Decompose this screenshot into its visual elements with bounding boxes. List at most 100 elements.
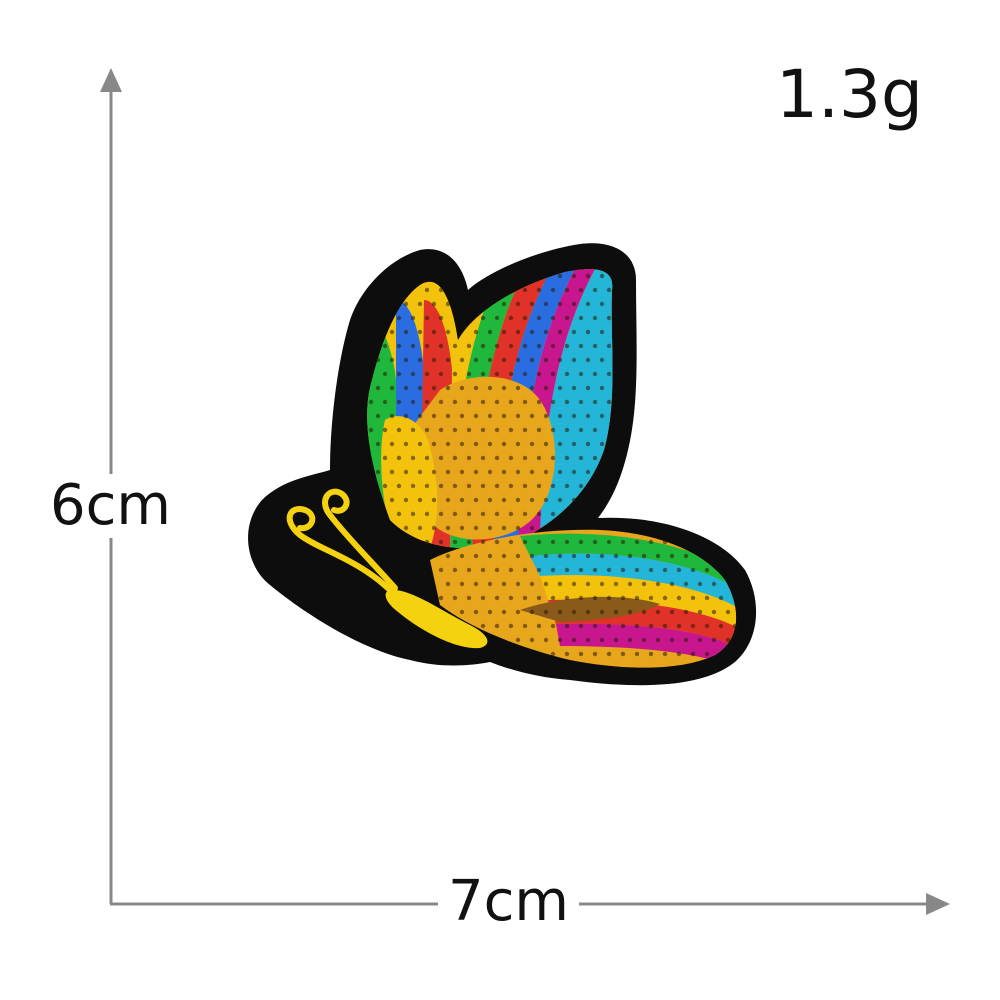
sequin-hole — [508, 343, 514, 349]
sequin-hole — [494, 567, 500, 573]
sequin-hole — [438, 511, 444, 517]
sequin-hole — [550, 343, 556, 349]
sequin-hole — [515, 525, 521, 531]
sequin-hole — [473, 525, 479, 531]
sequin-hole — [501, 525, 507, 531]
sequin-hole — [592, 427, 598, 433]
sequin-hole — [550, 371, 556, 377]
butterfly-antenna — [322, 488, 398, 591]
sequin-hole — [543, 385, 549, 391]
sequin-hole — [529, 553, 535, 559]
sequin-hole — [515, 413, 521, 419]
sequin-hole — [564, 371, 570, 377]
sequin-hole — [375, 469, 381, 475]
sequin-hole — [599, 357, 605, 363]
sequin-hole — [578, 455, 584, 461]
sequin-hole — [508, 483, 514, 489]
sequin-hole — [417, 469, 423, 475]
width-label: 7cm — [438, 872, 579, 932]
sequin-hole — [515, 497, 521, 503]
sequin-hole — [459, 497, 465, 503]
sequin-hole — [627, 637, 633, 643]
sequin-hole — [473, 413, 479, 419]
sequin-hole — [578, 315, 584, 321]
sequin-hole — [445, 441, 451, 447]
sequin-hole — [557, 413, 563, 419]
sequin-hole — [564, 315, 570, 321]
sequin-hole — [550, 399, 556, 405]
sequin-hole — [480, 511, 486, 517]
sequin-hole — [669, 581, 675, 587]
sequin-hole — [403, 385, 409, 391]
sequin-hole — [459, 357, 465, 363]
sequin-hole — [641, 553, 647, 559]
sequin-hole — [445, 497, 451, 503]
sequin-hole — [396, 315, 402, 321]
sequin-hole — [522, 455, 528, 461]
sequin-hole — [571, 357, 577, 363]
sequin-hole — [473, 553, 479, 559]
sequin-hole — [466, 511, 472, 517]
sequin-hole — [641, 637, 647, 643]
sequin-hole — [536, 399, 542, 405]
sequin-hole — [564, 287, 570, 293]
sequin-hole — [445, 357, 451, 363]
sequin-hole — [543, 637, 549, 643]
arrow-right-icon — [926, 893, 950, 915]
sequin-hole — [634, 567, 640, 573]
sequin-hole — [529, 581, 535, 587]
sequin-hole — [592, 399, 598, 405]
sequin-hole — [522, 287, 528, 293]
sequin-hole — [375, 357, 381, 363]
sequin-hole — [452, 343, 458, 349]
sequin-hole — [466, 343, 472, 349]
sequin-hole — [438, 483, 444, 489]
sequin-hole — [494, 483, 500, 489]
sequin-hole — [501, 553, 507, 559]
sequin-hole — [389, 357, 395, 363]
sequin-hole — [431, 469, 437, 475]
sequin-hole — [522, 539, 528, 545]
sequin-hole — [711, 637, 717, 643]
sequin-hole — [480, 399, 486, 405]
sequin-hole — [592, 315, 598, 321]
sequin-hole — [557, 357, 563, 363]
sequin-hole — [389, 441, 395, 447]
sequin-hole — [431, 385, 437, 391]
sequin-hole — [536, 371, 542, 377]
sequin-hole — [417, 497, 423, 503]
sequin-hole — [431, 329, 437, 335]
sequin-hole — [585, 581, 591, 587]
sequin-hole — [543, 413, 549, 419]
sequin-hole — [466, 399, 472, 405]
sequin-hole — [396, 455, 402, 461]
sequin-hole — [403, 301, 409, 307]
sequin-hole — [403, 413, 409, 419]
sequin-hole — [662, 539, 668, 545]
sequin-hole — [396, 427, 402, 433]
sequin-hole — [641, 609, 647, 615]
sequin-hole — [683, 553, 689, 559]
sequin-hole — [564, 399, 570, 405]
sequin-hole — [403, 329, 409, 335]
sequin-hole — [396, 483, 402, 489]
sequin-hole — [711, 581, 717, 587]
sequin-hole — [543, 357, 549, 363]
sequin-hole — [508, 455, 514, 461]
sequin-hole — [683, 609, 689, 615]
butterfly-patch — [248, 243, 757, 686]
sequin-hole — [606, 539, 612, 545]
sequin-hole — [564, 567, 570, 573]
sequin-hole — [578, 371, 584, 377]
sequin-hole — [431, 497, 437, 503]
sequin-hole — [515, 441, 521, 447]
sequin-hole — [487, 581, 493, 587]
sequin-hole — [529, 609, 535, 615]
sequin-hole — [571, 609, 577, 615]
sequin-hole — [557, 329, 563, 335]
sequin-hole — [606, 399, 612, 405]
sequin-hole — [452, 483, 458, 489]
sequin-hole — [438, 595, 444, 601]
sequin-hole — [494, 511, 500, 517]
sequin-hole — [473, 357, 479, 363]
